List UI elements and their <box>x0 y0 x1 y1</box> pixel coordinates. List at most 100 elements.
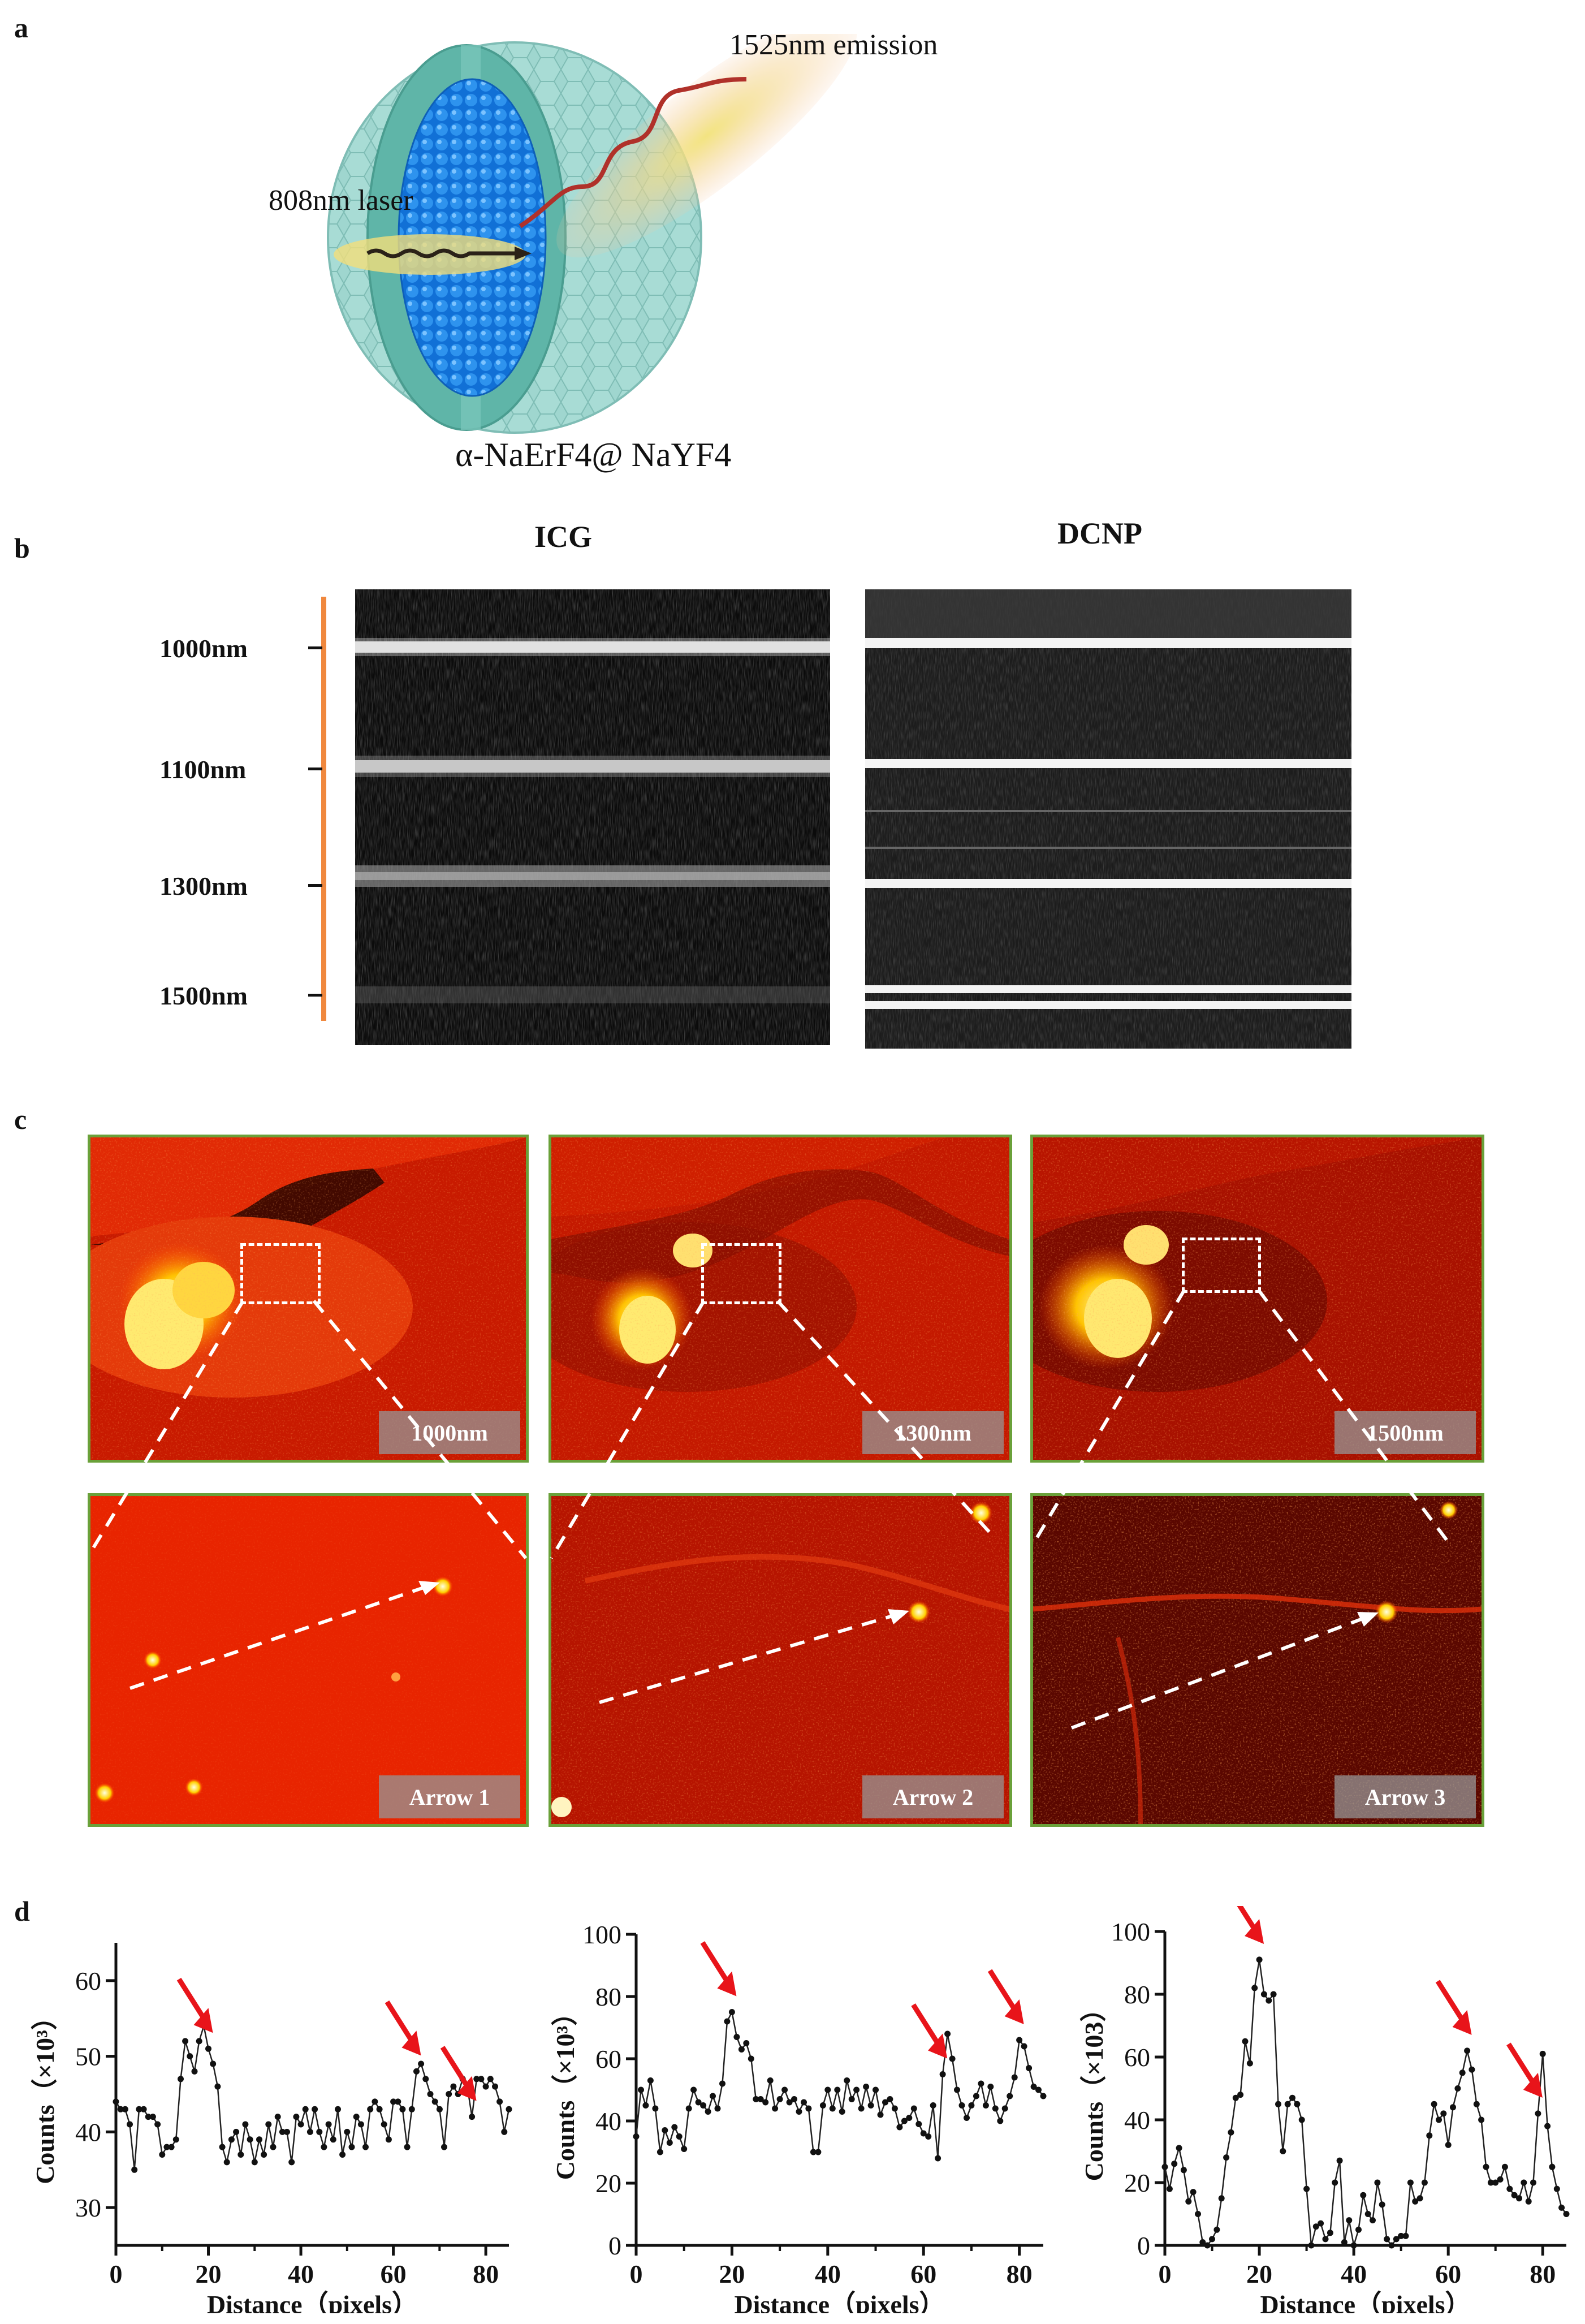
data-point <box>436 2106 443 2112</box>
data-point <box>1521 2179 1527 2186</box>
data-point <box>256 2136 262 2143</box>
data-point <box>1426 2132 1433 2139</box>
data-point <box>958 2102 965 2109</box>
y-tick-label: 60 <box>1124 2043 1150 2072</box>
dcnp-spectral-image <box>865 589 1351 1049</box>
data-point <box>1416 2195 1423 2202</box>
data-point <box>1553 2185 1560 2192</box>
data-point <box>1218 2195 1225 2202</box>
data-point <box>219 2144 226 2150</box>
peak-arrow-head <box>1245 1918 1264 1944</box>
data-point <box>1026 2065 1033 2071</box>
data-point <box>1459 2069 1466 2076</box>
data-point <box>671 2124 678 2131</box>
data-point <box>810 2149 817 2155</box>
data-point <box>1393 2236 1400 2243</box>
data-point <box>1298 2116 1305 2123</box>
data-point <box>1190 2189 1197 2196</box>
data-point <box>896 2124 903 2131</box>
y-tick-label: 0 <box>608 2231 621 2260</box>
zoom-image-arrow-2: Arrow 2 <box>549 1493 1012 1827</box>
data-point <box>136 2106 142 2112</box>
y-axis-label: Counts（×10³） <box>551 2000 580 2180</box>
data-point <box>728 2009 735 2015</box>
data-point <box>196 2038 202 2045</box>
data-point <box>367 2106 374 2112</box>
data-point <box>925 2133 932 2140</box>
data-point <box>187 2053 193 2060</box>
data-point <box>647 2077 654 2084</box>
dcnp-title: DCNP <box>1057 516 1142 550</box>
data-point <box>1487 2179 1494 2186</box>
zoom-connector-overlay <box>129 1581 1379 1730</box>
tick-1500 <box>308 994 322 997</box>
data-point <box>772 2105 779 2112</box>
data-point <box>657 2149 663 2155</box>
data-point <box>496 2098 503 2105</box>
data-point <box>1016 2037 1023 2043</box>
tick-1100 <box>308 768 322 770</box>
data-point <box>1364 2211 1371 2217</box>
data-point <box>399 2106 406 2112</box>
data-point <box>441 2144 447 2150</box>
data-point <box>492 2083 498 2090</box>
data-point <box>1549 2163 1556 2170</box>
laser-label: 808nm laser <box>269 184 413 217</box>
panel-c-letter: c <box>14 1103 27 1135</box>
data-point <box>1308 2242 1315 2249</box>
data-point <box>1180 2167 1187 2174</box>
tick-1000 <box>308 646 322 649</box>
data-point <box>168 2144 175 2150</box>
data-point <box>113 2098 119 2105</box>
data-point <box>1040 2093 1047 2099</box>
data-point <box>791 2096 797 2102</box>
data-point <box>1232 2094 1239 2101</box>
line-chart-arrow-3: 0 20 40 60 80 100 0 20 40 60 80 Distance（pixels） Cou… <box>1079 1906 1570 2313</box>
data-point <box>178 2076 184 2082</box>
data-point <box>353 2114 360 2120</box>
peak-arrow-head <box>401 2030 421 2056</box>
data-point <box>431 2098 438 2105</box>
roi-box-2 <box>701 1243 781 1304</box>
x-tick-label: 20 <box>196 2260 222 2288</box>
data-point <box>824 2086 831 2093</box>
data-point <box>1379 2201 1385 2208</box>
data-point <box>1506 2185 1513 2192</box>
data-point <box>1270 1991 1277 1998</box>
peak-arrow-head <box>717 1971 737 1997</box>
data-point <box>700 2102 707 2109</box>
data-point <box>1398 2232 1405 2239</box>
data-point <box>819 2102 826 2109</box>
data-point <box>1228 2129 1234 2136</box>
data-point <box>487 2076 494 2082</box>
zoom-image-arrow-3: Arrow 3 <box>1030 1493 1484 1827</box>
data-point <box>1237 2092 1244 2098</box>
data-point <box>1469 2066 1475 2073</box>
data-point <box>939 2071 946 2077</box>
data-point <box>247 2136 253 2143</box>
data-point <box>284 2128 290 2135</box>
data-point <box>867 2102 874 2109</box>
data-point <box>251 2159 258 2166</box>
data-point <box>408 2106 415 2112</box>
data-point <box>1312 2223 1319 2230</box>
y-tick-label: 40 <box>75 2118 101 2146</box>
data-point <box>757 2096 764 2102</box>
data-point <box>997 2118 1004 2124</box>
data-point <box>501 2128 508 2135</box>
x-axis-label: Distance（pixels） <box>734 2290 945 2313</box>
arrow-tag-1: Arrow 1 <box>379 1775 520 1818</box>
data-point <box>422 2076 429 2082</box>
data-point <box>413 2068 420 2075</box>
data-point <box>1346 2217 1353 2224</box>
data-point <box>901 2118 908 2124</box>
data-point <box>1256 1956 1263 1963</box>
data-point <box>1246 2060 1253 2067</box>
data-point <box>372 2098 378 2105</box>
data-point <box>339 2151 346 2158</box>
arrow-tag-3: Arrow 3 <box>1334 1775 1476 1818</box>
data-point <box>887 2096 893 2102</box>
data-point <box>274 2114 281 2120</box>
data-point <box>316 2128 323 2135</box>
data-point <box>149 2114 156 2120</box>
